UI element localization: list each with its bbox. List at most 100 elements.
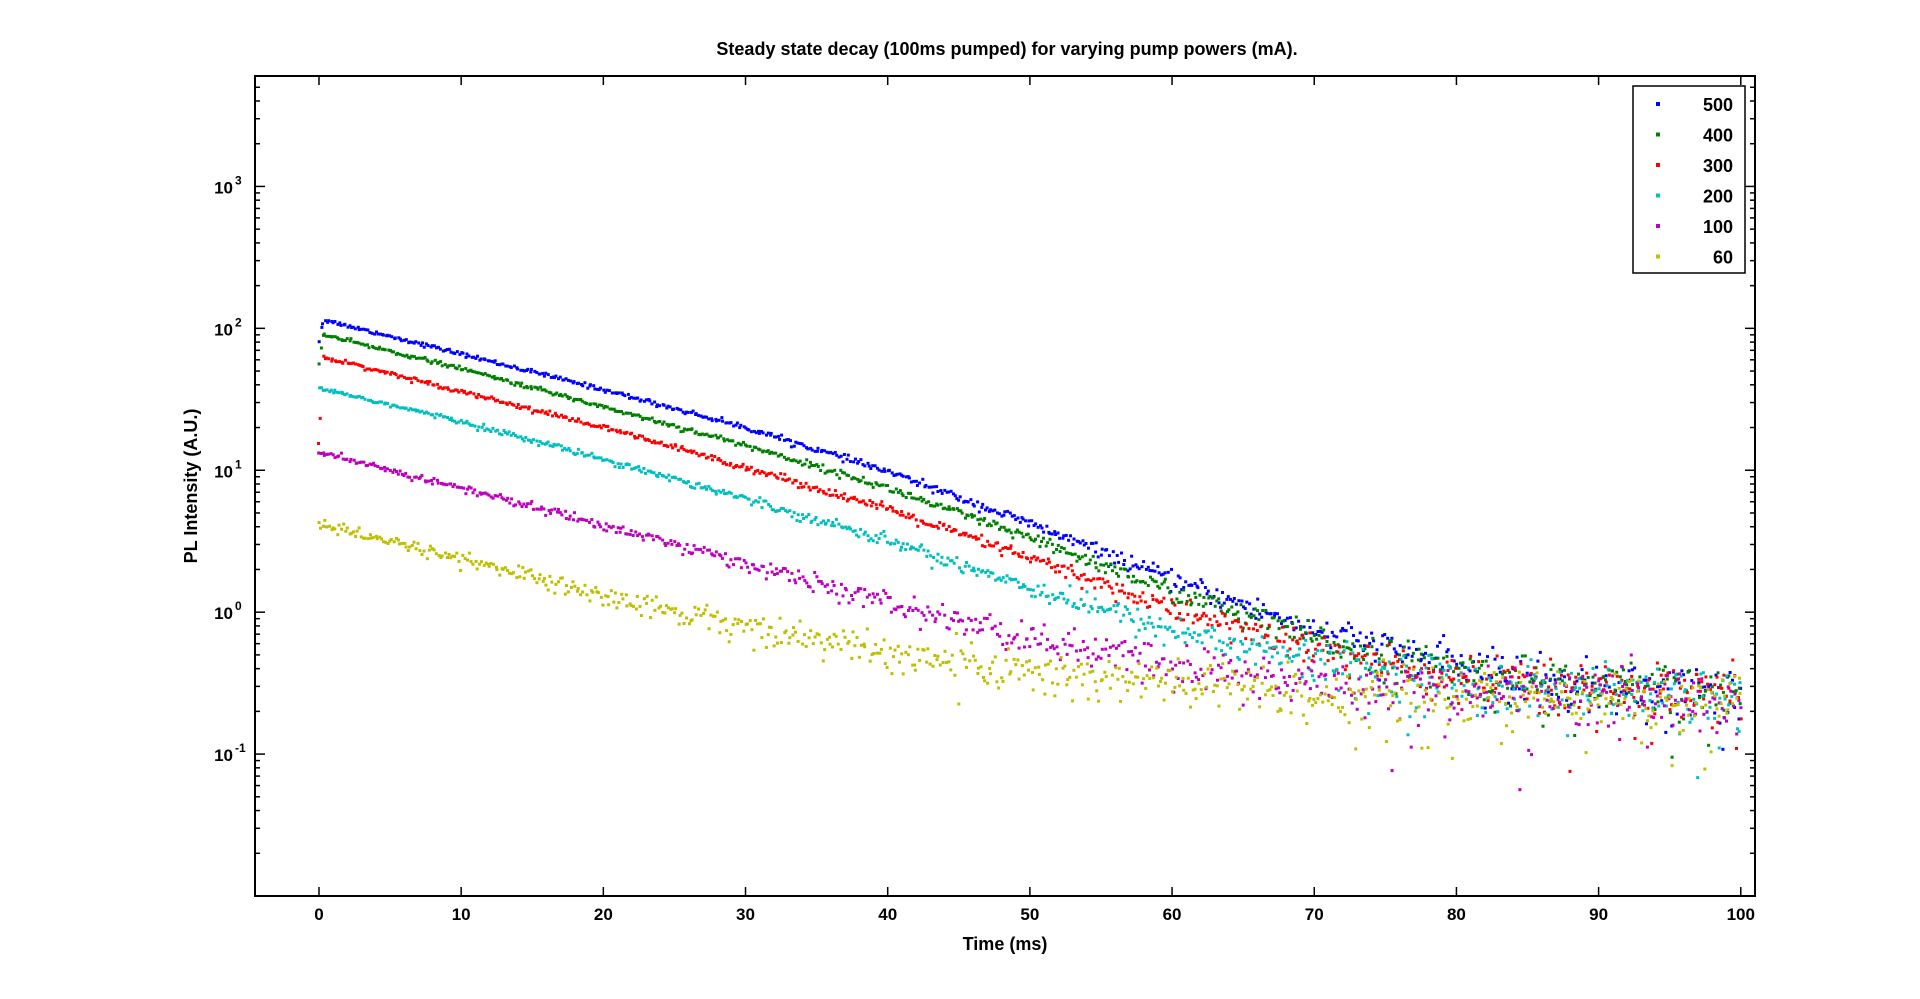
data-point [333,527,337,531]
data-point [807,465,811,469]
data-point [617,466,621,469]
data-point [1455,662,1459,666]
data-point [1276,709,1280,713]
data-point [383,469,387,473]
data-point [736,557,740,561]
data-point [1650,700,1654,704]
data-point [383,348,387,352]
data-point [1087,562,1091,566]
data-point [1544,689,1548,693]
data-point [738,557,742,561]
data-point [1509,704,1512,708]
data-point [1621,668,1625,672]
data-point [1134,563,1138,567]
data-point [927,500,931,504]
data-point [1720,707,1724,711]
x-tick-label: 70 [1305,905,1324,924]
data-point [1017,530,1021,534]
data-point [1469,717,1473,721]
data-point [447,347,451,351]
data-point [603,390,607,394]
data-point [781,477,785,481]
data-point [794,479,798,483]
data-point [403,354,407,358]
data-point [1294,626,1298,630]
data-point [1209,671,1213,675]
data-point [687,550,691,554]
data-point [1614,692,1618,696]
data-point [1341,672,1345,676]
data-point [824,521,828,525]
x-tick-label: 90 [1589,905,1608,924]
data-point [1730,695,1734,699]
data-point [952,492,955,496]
x-tick-label: 0 [314,905,323,924]
data-point [1223,678,1227,682]
data-point [455,388,459,392]
data-point [775,572,779,576]
data-point [1120,589,1124,593]
data-point [904,475,908,479]
data-point [1737,698,1741,702]
data-point [1182,588,1186,592]
data-point [1289,698,1293,702]
data-point [1243,660,1247,664]
data-point [1569,671,1573,675]
data-point [995,680,999,684]
data-point [686,427,690,431]
data-point [1208,664,1212,668]
data-point [702,545,706,549]
data-point [1010,641,1014,645]
data-point [1195,639,1199,643]
data-point [1515,655,1519,659]
data-point [572,399,576,403]
data-point [784,479,788,483]
data-point [1467,666,1470,670]
data-point [835,592,839,596]
data-point [930,524,934,528]
data-point [1393,682,1397,686]
data-point [816,490,820,494]
data-point [738,494,742,498]
data-point [748,444,752,448]
data-point [1031,627,1035,630]
data-point [1381,665,1385,669]
data-point [1320,630,1324,634]
data-point [591,590,595,594]
data-point [1058,550,1062,553]
data-point [1432,657,1436,661]
data-point [1160,600,1163,604]
data-point [1490,704,1494,708]
data-point [634,466,638,470]
data-point [1089,579,1093,583]
data-point [935,658,939,662]
data-point [1560,679,1564,683]
data-point [1661,668,1665,672]
data-point [896,540,900,544]
data-point [769,471,773,475]
data-point [1523,697,1527,701]
data-point [1042,623,1046,627]
data-point [1279,708,1283,712]
data-point [1511,684,1515,688]
data-point [1379,653,1383,657]
data-point [383,401,387,405]
data-point [1104,675,1108,678]
data-point [1373,675,1377,679]
data-point [1382,681,1386,685]
data-point [1162,698,1166,702]
data-point [1101,608,1105,612]
data-point [387,348,391,352]
data-point [1153,569,1157,573]
data-point [1320,649,1324,653]
data-point [703,485,707,489]
data-point [1017,646,1021,650]
data-point [961,652,965,656]
data-point [597,456,600,460]
data-point [1543,691,1547,695]
data-point [798,619,802,623]
data-point [1215,620,1219,624]
data-point [827,451,831,455]
data-point [963,564,967,568]
data-point [410,354,414,358]
